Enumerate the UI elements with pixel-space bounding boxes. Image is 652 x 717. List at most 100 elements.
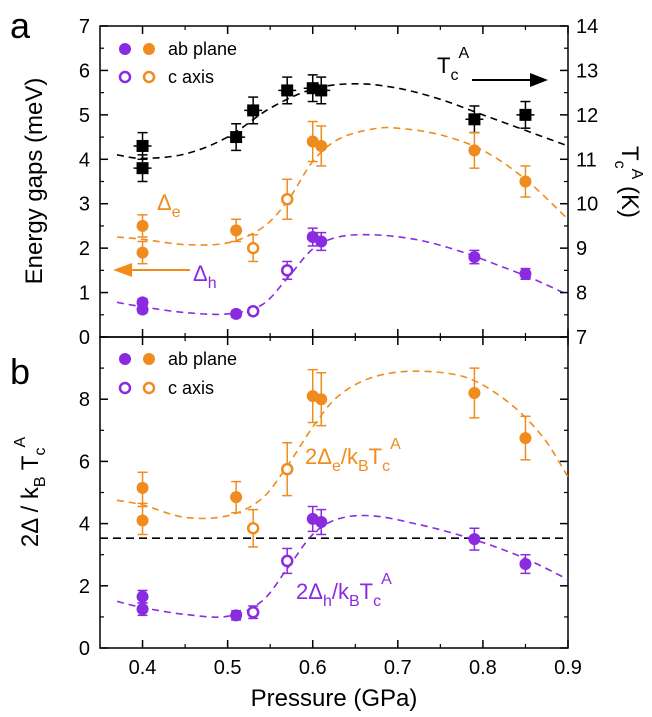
point-b-s0-p3	[246, 522, 260, 535]
b-xtick-label-4: 0.8	[469, 657, 497, 679]
panel-a-legend: ab plane c axis	[118, 39, 237, 87]
b-xtick-label-3: 0.7	[384, 657, 412, 679]
ylabel-b-sup-a: A	[12, 437, 29, 448]
ylabel-b-sub-b: B	[32, 476, 49, 487]
point-a-s1-p1	[136, 246, 149, 259]
legend-a-c-axis: c axis	[168, 67, 214, 87]
b-xtick-label-2: 0.6	[299, 657, 327, 679]
point-b-s0-p7	[468, 386, 481, 399]
b-ytick-label-4: 8	[79, 389, 90, 411]
point-a-s0-p6	[315, 84, 328, 97]
panel-b-letter: b	[10, 351, 30, 392]
panel-a-ylabel-right: TcA (K)	[611, 146, 645, 218]
svg-text:TcA (K): TcA (K)	[611, 146, 645, 218]
b-ytick-label-0: 0	[79, 638, 90, 660]
svg-text:2Δe/kBTcA: 2Δe/kBTcA	[305, 436, 401, 475]
point-a-s0-p8	[519, 108, 532, 121]
annotation-ratio-e: 2Δe/kBTcA	[305, 436, 401, 475]
a-ytick-label-3: 3	[79, 194, 90, 216]
point-b-s0-p4	[280, 462, 294, 476]
point-a-s0-p4	[281, 84, 294, 97]
a-ytick-label-6: 6	[79, 60, 90, 82]
ylabel-right-unit: (K)	[616, 179, 643, 218]
point-b-s0-p2	[230, 491, 243, 504]
ylabel-b-sub-c: c	[32, 448, 49, 456]
panel-b-xlabel: Pressure (GPa)	[251, 685, 418, 712]
b-xtick-label-5: 0.9	[554, 657, 582, 679]
legend-a-open-orange	[142, 70, 156, 84]
fit-curve-a-0	[116, 82, 569, 160]
ylabel-right-sup: A	[628, 169, 645, 180]
b-xtick-label-0: 0.4	[129, 657, 157, 679]
a-ytick-right-label-5: 12	[576, 105, 598, 127]
point-b-s0-p6	[315, 393, 328, 406]
panel-b-data-marks	[136, 367, 532, 622]
b-ytick-label-3: 6	[79, 451, 90, 473]
legend-a-open-purple	[118, 70, 132, 84]
point-a-s0-p3	[247, 104, 260, 117]
point-a-s2-p3	[246, 304, 260, 318]
panel-b-dashed-fits	[100, 370, 569, 618]
ylabel-b-t: T	[17, 455, 44, 476]
point-a-s2-p8	[519, 267, 532, 280]
panel-b-ticks: 0 2 4 6 8 0.4 0.5 0.6 0.7 0.8 0.9	[79, 337, 582, 679]
point-b-s1-p2	[230, 609, 243, 622]
panel-a-ylabel: Energy gaps (meV)	[21, 78, 48, 285]
annot-dh-delta: Δ	[193, 261, 208, 286]
point-b-s1-p6	[315, 516, 328, 529]
ratio-e-sub-b: B	[358, 458, 369, 475]
fit-curve-a-1	[116, 126, 569, 246]
legend-a-filled-orange	[143, 43, 155, 55]
legend-b-open-orange	[142, 381, 156, 395]
annot-tc-t: T	[437, 53, 450, 78]
ratio-h-sup-a: A	[381, 571, 392, 588]
ratio-h-main: 2Δ	[296, 579, 323, 604]
point-a-s0-p0	[136, 139, 149, 152]
point-a-s2-p7	[468, 251, 481, 264]
ratio-h-k: /k	[332, 579, 350, 604]
b-xtick-label-1: 0.5	[214, 657, 242, 679]
a-ytick-label-5: 5	[79, 105, 90, 127]
point-a-s1-p7	[468, 144, 481, 157]
annotation-ratio-h: 2Δh/kBTcA	[296, 571, 392, 610]
annot-de-delta: Δ	[157, 190, 172, 215]
point-a-s1-p0	[136, 219, 149, 232]
legend-b-filled-orange	[143, 353, 155, 365]
point-a-s2-p6	[315, 235, 328, 248]
a-ytick-label-4: 4	[79, 149, 90, 171]
annot-dh-sub: h	[208, 275, 217, 292]
a-ytick-right-label-2: 9	[576, 238, 587, 260]
legend-b-ab-plane: ab plane	[168, 349, 237, 369]
point-b-s1-p0	[136, 590, 149, 603]
a-ytick-right-label-3: 10	[576, 194, 598, 216]
ratio-e-sub-e: e	[332, 458, 341, 475]
point-b-s1-p4	[280, 554, 294, 568]
panel-b-ylabel: 2Δ / kB TcA	[12, 437, 49, 548]
panel-b-legend: ab plane c axis	[118, 349, 237, 398]
svg-text:2Δh/kBTcA: 2Δh/kBTcA	[296, 571, 392, 610]
fit-curve-b-0	[116, 370, 569, 520]
a-ytick-right-label-7: 14	[576, 16, 598, 38]
annotation-delta-e: Δe	[157, 190, 181, 221]
panel-a-data-marks	[133, 74, 535, 320]
point-b-s0-p8	[519, 432, 532, 445]
tc-arrow-head	[530, 73, 548, 87]
point-a-s2-p2	[230, 307, 243, 320]
a-ytick-right-label-4: 11	[576, 149, 597, 171]
ratio-e-k: /k	[341, 444, 359, 469]
ratio-h-sub-b: B	[349, 593, 360, 610]
ratio-h-sub-h: h	[323, 593, 332, 610]
a-ytick-label-0: 0	[79, 327, 90, 349]
a-ytick-label-1: 1	[79, 283, 90, 305]
legend-b-open-purple	[118, 381, 132, 395]
svg-text:Δh: Δh	[193, 261, 217, 292]
annotation-delta-h: Δh	[113, 261, 217, 292]
annot-tc-sub: c	[450, 67, 458, 84]
point-a-s0-p1	[136, 162, 149, 175]
point-a-s1-p2	[230, 224, 243, 237]
a-ytick-label-2: 2	[79, 238, 90, 260]
annotation-tc: TcA	[437, 45, 548, 87]
